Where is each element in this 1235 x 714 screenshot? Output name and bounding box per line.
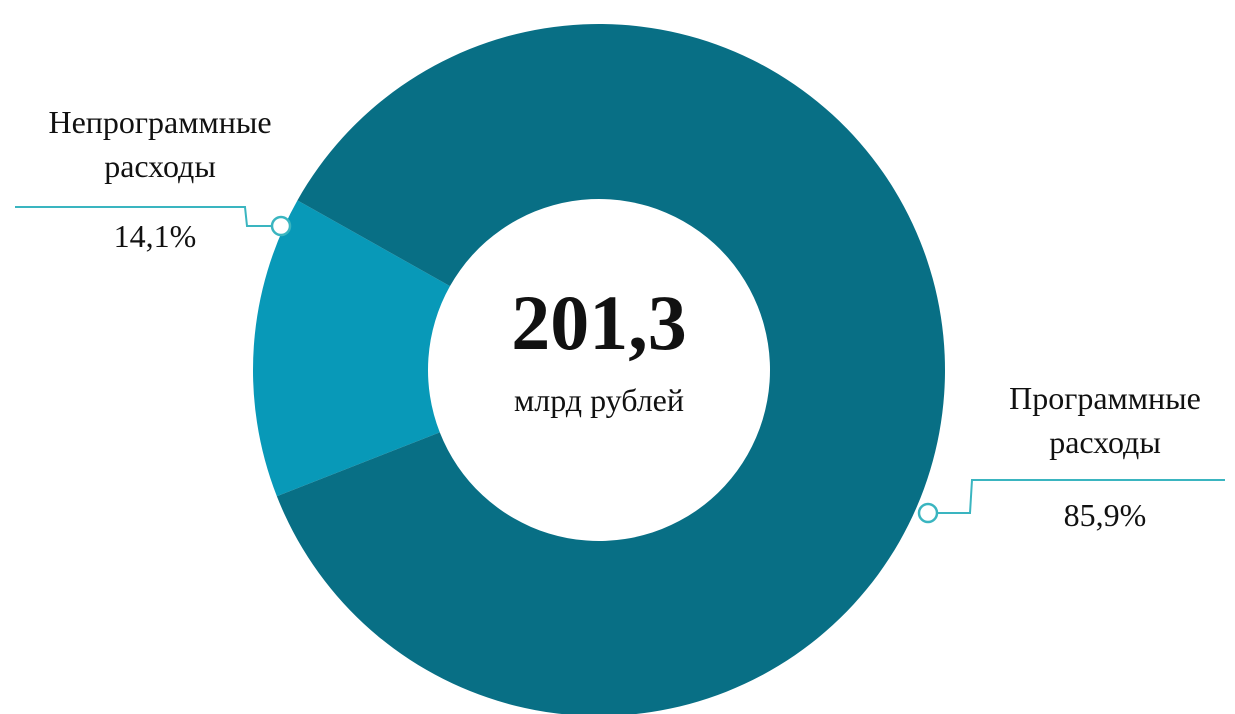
value-label: 14,1% <box>113 218 197 254</box>
center-total: 201,3 <box>511 279 687 366</box>
category-label: Программные расходы <box>1009 380 1201 460</box>
category-label: Непрограммные расходы <box>48 104 272 184</box>
center-unit: млрд рублей <box>513 382 684 418</box>
value-label: 85,9% <box>1063 497 1147 533</box>
leader-line <box>937 479 1225 514</box>
leader-dot <box>270 215 292 237</box>
leader-dot <box>917 502 939 524</box>
leader-line <box>15 206 272 227</box>
donut-slice <box>276 24 945 714</box>
donut-slice <box>252 200 450 497</box>
